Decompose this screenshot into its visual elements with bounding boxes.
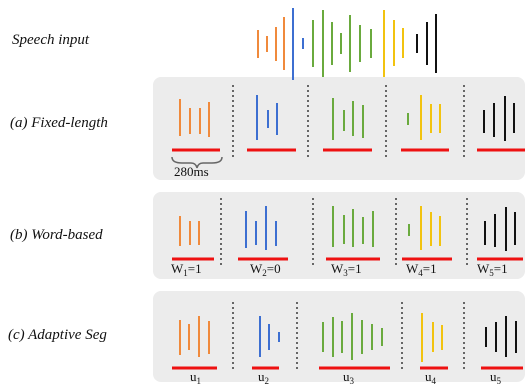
word-label-4: W4=1 (406, 261, 437, 278)
fixed-length-segments (172, 85, 525, 158)
label-word-based: (b) Word-based (10, 227, 103, 243)
adaptive-label-5: u5 (490, 369, 502, 386)
adaptive-label-2: u2 (258, 369, 269, 386)
label-speech-input: Speech input (12, 32, 90, 48)
adaptive-label-1: u1 (190, 369, 201, 386)
adaptive-segments (172, 302, 523, 370)
duration-label: 280ms (174, 164, 209, 179)
label-adaptive-seg: (c) Adaptive Seg (8, 327, 107, 343)
label-fixed-length: (a) Fixed-length (10, 115, 108, 131)
word-label-2: W2=0 (250, 261, 281, 278)
panel-fixed-length (153, 77, 525, 180)
word-based-segments (172, 198, 523, 266)
adaptive-label-3: u3 (343, 369, 355, 386)
word-label-1: W1=1 (171, 261, 202, 278)
word-label-5: W5=1 (477, 261, 508, 278)
word-label-3: W3=1 (331, 261, 362, 278)
adaptive-label-4: u4 (425, 369, 437, 386)
duration-brace (171, 156, 223, 169)
panel-adaptive-seg (153, 291, 525, 382)
speech-input-waveform (257, 8, 437, 80)
